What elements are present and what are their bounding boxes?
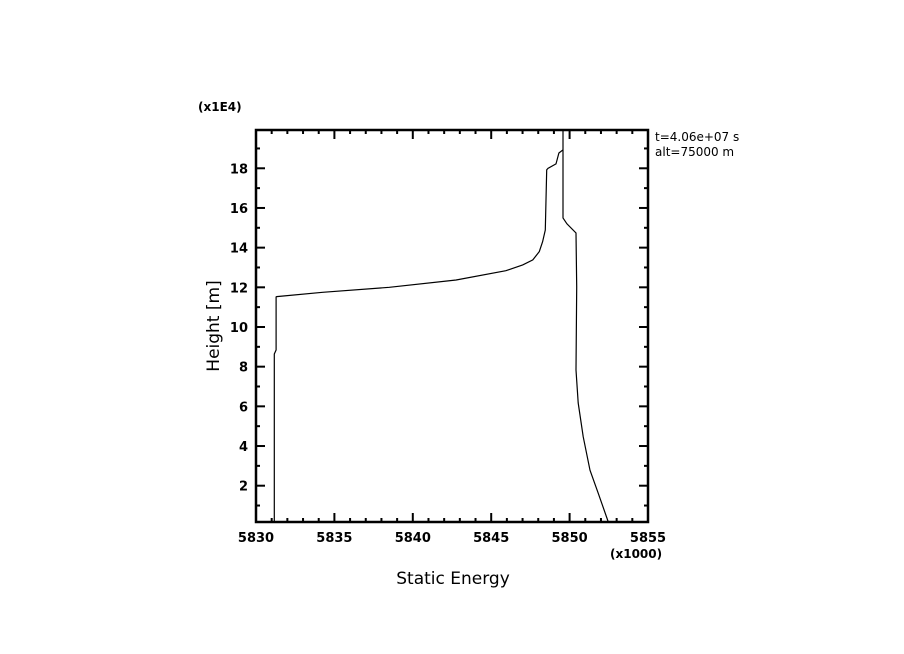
x-tick-label: 5855 [630,531,666,546]
x-tick-label: 5850 [552,531,588,546]
y-tick-label: 12 [230,281,248,296]
x-multiplier-label: (x1000) [610,547,662,561]
y-tick-label: 6 [239,400,248,415]
y-tick-label: 8 [239,361,248,376]
y-tick-label: 4 [239,440,248,455]
y-tick-label: 14 [230,242,248,257]
annotation-altitude: alt=75000 m [655,145,734,159]
y-tick-label: 16 [230,202,248,217]
x-tick-label: 5830 [238,531,274,546]
y-axis-label: Height [m] [204,280,224,371]
x-tick-label: 5840 [395,531,431,546]
y-tick-label: 10 [230,321,248,336]
y-tick-label: 2 [239,480,248,495]
annotation-time: t=4.06e+07 s [655,130,739,144]
y-tick-label: 18 [230,162,248,177]
y-tick-labels: 2 4 6 8 10 12 14 16 18 [230,162,248,494]
x-tick-label: 5845 [473,531,509,546]
x-axis-label: Static Energy [396,569,510,589]
series-line [273,130,609,523]
plot-frame [254,128,650,524]
axis-ticks [255,130,649,522]
y-multiplier-label: (x1E4) [198,100,242,114]
x-tick-labels: 5830 5835 5840 5845 5850 5855 [238,531,666,546]
x-tick-label: 5835 [316,531,352,546]
